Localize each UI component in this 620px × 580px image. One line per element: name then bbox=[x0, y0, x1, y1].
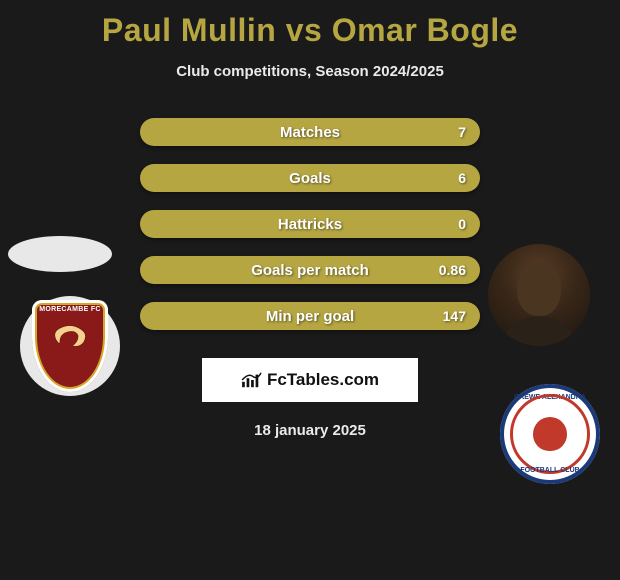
stat-label: Goals bbox=[289, 170, 331, 187]
stat-value: 6 bbox=[458, 170, 466, 186]
club-left-label: MORECAMBE FC bbox=[32, 306, 108, 313]
club-left-crest: MORECAMBE FC bbox=[20, 296, 120, 396]
lion-icon bbox=[533, 417, 567, 451]
brand-badge: FcTables.com bbox=[202, 358, 418, 402]
player-right-avatar bbox=[488, 244, 590, 346]
stat-label: Min per goal bbox=[266, 308, 354, 325]
club-right-label-bottom: FOOTBALL CLUB bbox=[500, 467, 600, 474]
brand-text: FcTables.com bbox=[267, 370, 379, 390]
stat-bar: Goals per match 0.86 bbox=[140, 256, 480, 284]
stat-value: 7 bbox=[458, 124, 466, 140]
stat-value: 0.86 bbox=[439, 262, 466, 278]
stat-bar: Min per goal 147 bbox=[140, 302, 480, 330]
stat-value: 0 bbox=[458, 216, 466, 232]
subtitle: Club competitions, Season 2024/2025 bbox=[0, 63, 620, 80]
shrimp-icon bbox=[50, 322, 90, 352]
stat-value: 147 bbox=[443, 308, 466, 324]
stat-bar: Hattricks 0 bbox=[140, 210, 480, 238]
stat-bar: Goals 6 bbox=[140, 164, 480, 192]
stat-label: Hattricks bbox=[278, 216, 342, 233]
club-right-crest: CREWE ALEXANDRA FOOTBALL CLUB bbox=[500, 384, 600, 484]
stat-label: Goals per match bbox=[251, 262, 369, 279]
comparison-panel: MORECAMBE FC CREWE ALEXANDRA FOOTBALL CL… bbox=[0, 118, 620, 439]
stat-rows: Matches 7 Goals 6 Hattricks 0 Goals per match 0… bbox=[140, 118, 480, 330]
page-title: Paul Mullin vs Omar Bogle bbox=[0, 0, 620, 49]
brand-chart-icon bbox=[241, 371, 263, 389]
stat-label: Matches bbox=[280, 124, 340, 141]
morecambe-shield: MORECAMBE FC bbox=[32, 300, 108, 392]
crewe-ring bbox=[510, 394, 590, 474]
stat-bar: Matches 7 bbox=[140, 118, 480, 146]
player-left-avatar bbox=[8, 236, 112, 272]
